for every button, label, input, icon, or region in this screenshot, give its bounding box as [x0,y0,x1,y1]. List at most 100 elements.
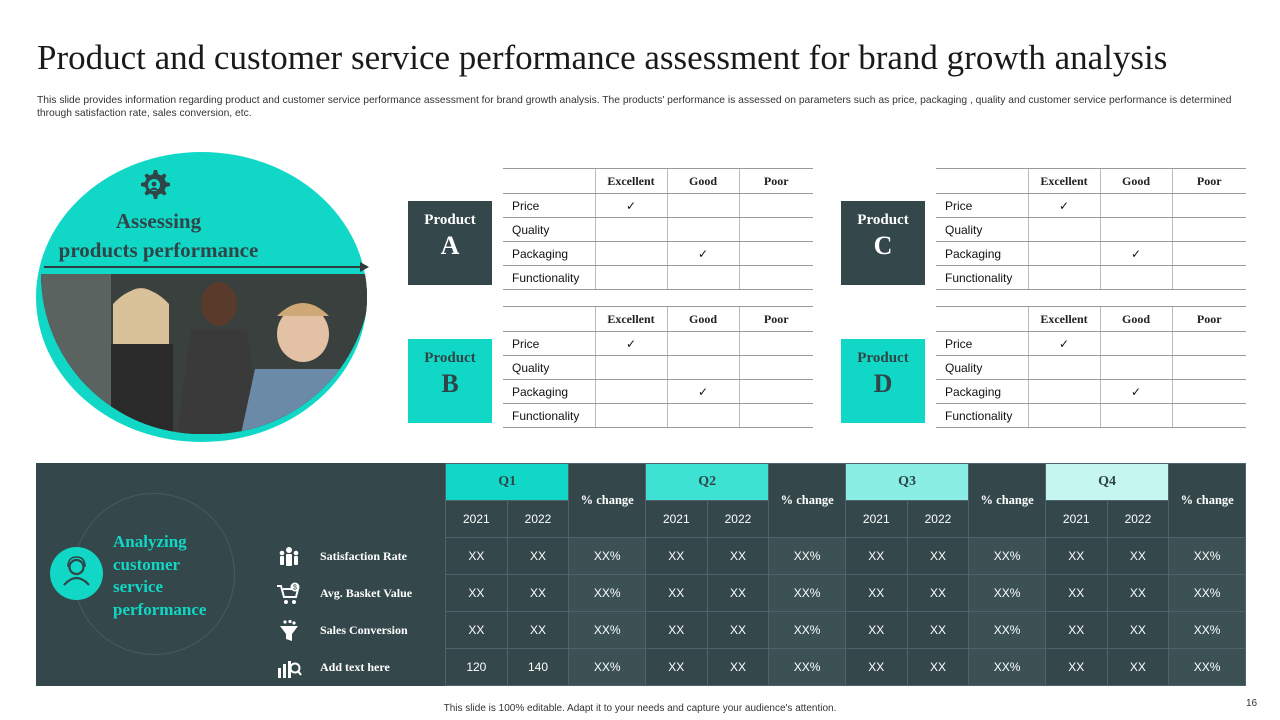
quarter-header-row: Q1 % change Q2 % change Q3 % change Q4 %… [444,463,1246,538]
table-row: XX XX XX% XX XX XX% XX XX XX% XX XX XX% [445,537,1246,575]
value-cell: XX% [1168,648,1246,686]
mark-cell [666,265,739,290]
product-d-label: Product D [841,339,925,423]
mark-cell [1171,331,1246,356]
value-cell: XX% [568,611,646,649]
value-cell: XX [1106,574,1170,612]
arrow-head [360,262,369,272]
year-cell: 2022 [506,500,570,538]
value-cell: 120 [445,648,508,686]
value-cell: XX [844,611,908,649]
value-cell: XX% [968,574,1046,612]
param-cell: Quality [936,355,1028,380]
change-header: % change [1168,463,1246,538]
mark-cell [738,355,813,380]
mark-cell [1027,355,1100,380]
product-word: Product [857,212,909,228]
value-cell: XX [1044,574,1108,612]
assessing-products-circle: Assessing products performance [36,152,367,442]
param-cell: Functionality [503,403,595,428]
mark-cell [666,331,739,356]
analyzing-line: performance [113,599,207,619]
product-b-label: Product B [408,339,492,423]
people-group-icon [274,544,304,570]
table-header-row: Excellent Good Poor [503,306,813,332]
metric-row-label: Sales Conversion [274,612,444,649]
mark-cell [1171,217,1246,242]
value-cell: XX [445,611,508,649]
header-good: Good [1099,168,1172,194]
quarter-q1: Q1 [444,463,570,501]
header-excellent: Excellent [594,306,667,332]
table-row: Price ✓ [503,193,813,218]
value-cell: XX [445,574,508,612]
product-a-label: Product A [408,201,492,285]
mark-cell [666,217,739,242]
value-cell: XX [906,537,970,575]
product-word: Product [424,350,476,366]
value-cell: XX% [568,537,646,575]
value-cell: XX [1106,537,1170,575]
param-cell: Functionality [503,265,595,290]
table-row: XX XX XX% XX XX XX% XX XX XX% XX XX XX% [445,574,1246,612]
metric-label: Sales Conversion [320,623,408,637]
header-excellent: Excellent [1027,306,1100,332]
value-cell: XX [1044,537,1108,575]
metric-row-label: Add text here [274,649,444,686]
mark-cell [738,241,813,266]
change-header: % change [768,463,846,538]
value-cell: XX% [568,574,646,612]
param-cell: Price [936,331,1028,356]
mark-cell: ✓ [1027,331,1100,356]
mark-cell: ✓ [1099,379,1172,404]
value-cell: XX [506,574,570,612]
header-good: Good [666,306,739,332]
quarter-q3: Q3 [844,463,970,501]
mark-cell: ✓ [594,331,667,356]
year-cell: 2022 [706,500,770,538]
bar-chart-search-icon [274,655,304,681]
table-row: Functionality [936,265,1246,290]
header-poor: Poor [1171,168,1246,194]
mark-cell [1099,403,1172,428]
table-header-row: Excellent Good Poor [936,168,1246,194]
header-good: Good [666,168,739,194]
table-row: Packaging ✓ [936,241,1246,266]
mark-cell [738,193,813,218]
header-blank [936,168,1028,194]
metric-label: Satisfaction Rate [320,549,407,563]
param-cell: Packaging [936,241,1028,266]
header-poor: Poor [738,306,813,332]
analyzing-line: Analyzing [113,532,187,551]
mark-cell [1099,265,1172,290]
param-cell: Packaging [503,241,595,266]
table-row: Price ✓ [936,331,1246,356]
mark-cell [1027,217,1100,242]
product-c-label: Product C [841,201,925,285]
product-d-table: Excellent Good Poor Price ✓ Quality Packa… [936,306,1246,428]
analyzing-line: service [113,577,164,596]
svg-text:$: $ [293,584,297,591]
analyzing-service-label: Analyzing customer service performance [113,531,206,621]
mark-cell [1171,193,1246,218]
mark-cell [1171,355,1246,380]
product-c-table: Excellent Good Poor Price ✓ Quality Packa… [936,168,1246,290]
param-cell: Quality [503,217,595,242]
mark-cell [594,379,667,404]
assessing-line-2: products performance [58,238,259,262]
mark-cell [594,265,667,290]
value-cell: XX [906,648,970,686]
param-cell: Price [503,193,595,218]
value-cell: XX% [1168,537,1246,575]
year-cell: 2021 [644,500,708,538]
value-cell: XX [644,574,708,612]
mark-cell [594,403,667,428]
slide-title: Product and customer service performance… [37,38,1168,77]
value-cell: XX [906,611,970,649]
mark-cell [1099,355,1172,380]
page-number: 16 [1246,698,1258,709]
value-cell: XX% [1168,611,1246,649]
value-cell: XX [844,574,908,612]
value-cell: XX% [568,648,646,686]
mark-cell [738,217,813,242]
